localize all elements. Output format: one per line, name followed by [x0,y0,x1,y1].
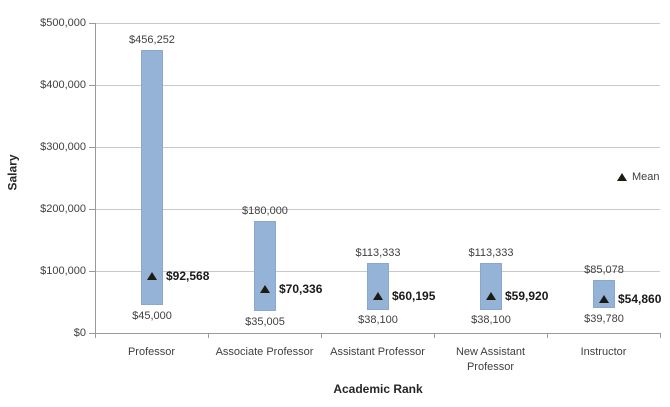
x-axis-tick [547,334,548,338]
min-value-label-assistant-professor: $38,100 [358,314,398,326]
range-bar-new-assistant-professor [480,263,502,310]
min-value-label-new-assistant-professor: $38,100 [471,314,511,326]
mean-value-label-associate-professor: $70,336 [279,282,323,296]
x-axis-tick [208,334,209,338]
mean-value-label-instructor: $54,860 [618,292,662,306]
mean-marker-icon-professor [147,272,157,280]
max-value-label-professor: $456,252 [129,34,175,46]
gridline-200000 [95,209,660,210]
max-value-label-assistant-professor: $113,333 [355,247,401,259]
y-axis-tick-label: $300,000 [40,141,86,153]
gridline-500000 [95,23,660,24]
y-axis-line [95,23,96,334]
legend: Mean [617,171,660,183]
mean-value-label-new-assistant-professor: $59,920 [505,289,549,303]
range-bar-instructor [593,280,615,308]
x-axis-line [95,333,661,334]
category-label-professor: Professor [127,346,176,358]
y-axis-tick [89,333,95,334]
plot-area: $456,252 $45,000 $92,568 $180,000 $35,005 $70… [89,23,662,338]
category-label-assistant-professor: Assistant Professor [330,346,425,358]
y-axis-tick-label: $200,000 [40,203,86,215]
x-axis-tick [95,334,96,338]
mean-marker-icon-instructor [599,295,609,303]
mean-triangle-icon [617,173,627,181]
x-axis-tick [321,334,322,338]
range-bar-associate-professor [254,221,276,311]
y-axis-tick-label: $0 [73,327,86,339]
y-axis-tick-label: $500,000 [40,17,86,29]
y-axis-tick [89,147,95,148]
y-axis-tick [89,209,95,210]
mean-marker-icon-new-assistant-professor [486,292,496,300]
min-value-label-professor: $45,000 [132,310,172,322]
max-value-label-instructor: $85,078 [584,264,624,276]
y-axis-tick [89,85,95,86]
range-bar-professor [141,50,163,305]
y-axis-tick-label: $400,000 [40,79,86,91]
max-value-label-associate-professor: $180,000 [242,205,288,217]
y-axis-tick [89,271,95,272]
x-axis-tick [660,334,661,338]
y-axis-tick-label: $100,000 [40,265,86,277]
mean-value-label-assistant-professor: $60,195 [392,289,436,303]
y-axis-tick [89,23,95,24]
range-bar-assistant-professor [367,263,389,310]
mean-marker-icon-associate-professor [260,285,270,293]
max-value-label-new-assistant-professor: $113,333 [468,247,514,259]
x-axis-tick [434,334,435,338]
gridline-300000 [95,147,660,148]
mean-marker-icon-assistant-professor [373,292,383,300]
category-label-new-assistant-professor: New Assistant Professor [455,346,526,373]
min-value-label-associate-professor: $35,005 [245,316,285,328]
gridline-400000 [95,85,660,86]
category-label-associate-professor: Associate Professor [215,346,314,358]
x-axis-title: Academic Rank [333,382,423,396]
category-label-instructor: Instructor [580,346,627,358]
min-value-label-instructor: $39,780 [584,313,624,325]
mean-value-label-professor: $92,568 [166,269,210,283]
legend-label: Mean [632,171,660,183]
